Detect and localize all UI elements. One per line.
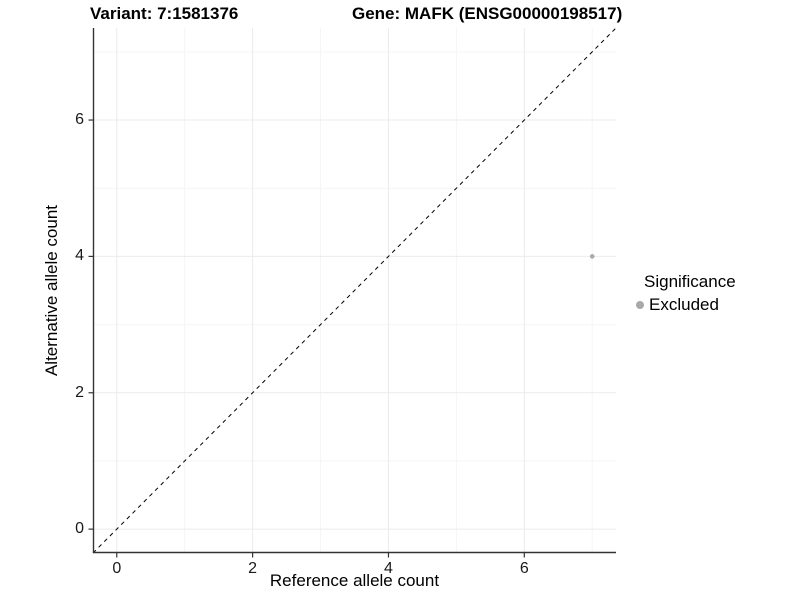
- y-tick-label: 6: [75, 111, 84, 129]
- legend-item-label: Excluded: [649, 295, 719, 314]
- y-tick-label: 4: [75, 247, 84, 265]
- legend-item-excluded: Excluded: [633, 295, 736, 315]
- identity-dashed-line: [92, 27, 617, 554]
- y-axis-title-wrap: Alternative allele count: [40, 28, 64, 553]
- y-axis-title: Alternative allele count: [42, 204, 61, 377]
- data-point: [589, 254, 595, 259]
- x-tick-label: 6: [519, 560, 529, 577]
- x-tick-label: 2: [248, 560, 258, 577]
- legend-point-icon: [636, 301, 644, 309]
- y-tick-label: 0: [75, 520, 84, 538]
- legend: Significance Excluded: [633, 272, 736, 315]
- plot-panel-canvas: [88, 27, 617, 558]
- y-tick-label: 2: [75, 383, 84, 401]
- variant-title: Variant: 7:1581376: [90, 4, 239, 23]
- gene-title: Gene: MAFK (ENSG00000198517): [352, 4, 623, 23]
- x-tick-label: 4: [384, 560, 393, 577]
- legend-title: Significance: [644, 272, 736, 291]
- x-tick-label: 0: [112, 560, 122, 577]
- x-axis-title: Reference allele count: [269, 571, 440, 590]
